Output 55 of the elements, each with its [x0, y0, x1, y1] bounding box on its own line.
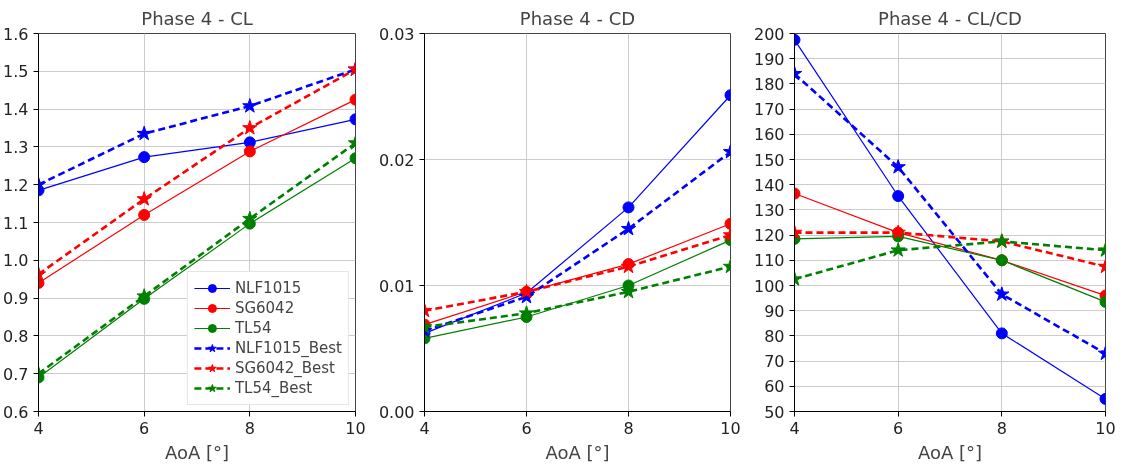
legend-label: SG6042	[234, 298, 295, 318]
y-tick-label: 1.6	[3, 24, 29, 44]
y-tick-label: 160	[753, 125, 785, 145]
chart-title: Phase 4 - CL	[141, 7, 253, 29]
legend-label: TL54_Best	[234, 378, 313, 398]
y-tick-label: 0.7	[3, 364, 29, 384]
y-tick-label: 0.03	[378, 24, 415, 44]
chart-title: Phase 4 - CL/CD	[878, 7, 1022, 29]
y-tick-label: 50	[764, 402, 785, 422]
y-tick-label: 0.01	[378, 276, 415, 296]
y-tick-label: 60	[764, 377, 785, 397]
y-tick-label: 70	[764, 352, 785, 372]
x-tick-label: 6	[893, 418, 904, 438]
y-tick-label: 140	[753, 175, 785, 195]
legend-label: TL54	[234, 318, 272, 338]
x-axis-title: AoA [°]	[545, 441, 610, 463]
y-tick-label: 1.4	[3, 100, 29, 120]
y-tick-label: 1.0	[3, 251, 29, 271]
y-tick-label: 1.2	[3, 175, 29, 195]
x-tick-label: 10	[345, 418, 366, 438]
y-tick-label: 130	[753, 200, 785, 220]
y-tick-label: 0.6	[3, 402, 29, 422]
x-axis-title: AoA [°]	[917, 441, 983, 463]
legend-label: NLF1015_Best	[234, 338, 342, 358]
x-tick-label: 8	[623, 418, 634, 438]
y-tick-label: 170	[753, 100, 785, 120]
y-tick-label: 200	[753, 24, 785, 44]
x-axis-title: AoA [°]	[164, 441, 230, 463]
y-tick-label: 1.3	[3, 137, 29, 157]
x-tick-label: 8	[244, 418, 255, 438]
y-tick-label: 0.00	[378, 402, 415, 422]
y-tick-label: 180	[753, 74, 785, 94]
x-tick-label: 4	[419, 418, 430, 438]
legend-label: NLF1015	[234, 278, 302, 298]
x-tick-label: 4	[789, 418, 800, 438]
y-tick-label: 1.1	[3, 213, 29, 233]
x-tick-label: 8	[996, 418, 1007, 438]
x-tick-label: 4	[33, 418, 44, 438]
y-tick-label: 190	[753, 49, 785, 69]
y-tick-label: 90	[764, 301, 785, 321]
y-tick-label: 110	[753, 251, 785, 271]
x-tick-label: 10	[720, 418, 741, 438]
y-tick-label: 150	[753, 150, 785, 170]
y-tick-label: 100	[753, 276, 785, 296]
y-tick-label: 1.5	[3, 62, 29, 82]
chart-title: Phase 4 - CD	[519, 7, 636, 29]
y-tick-label: 80	[764, 326, 785, 346]
y-tick-label: 0.02	[378, 150, 415, 170]
legend-label: SG6042_Best	[234, 358, 335, 378]
x-tick-label: 6	[139, 418, 150, 438]
x-tick-label: 6	[521, 418, 532, 438]
y-tick-label: 120	[753, 226, 785, 246]
y-tick-label: 0.9	[3, 289, 29, 309]
x-tick-label: 10	[1095, 418, 1116, 438]
y-tick-label: 0.8	[3, 326, 29, 346]
